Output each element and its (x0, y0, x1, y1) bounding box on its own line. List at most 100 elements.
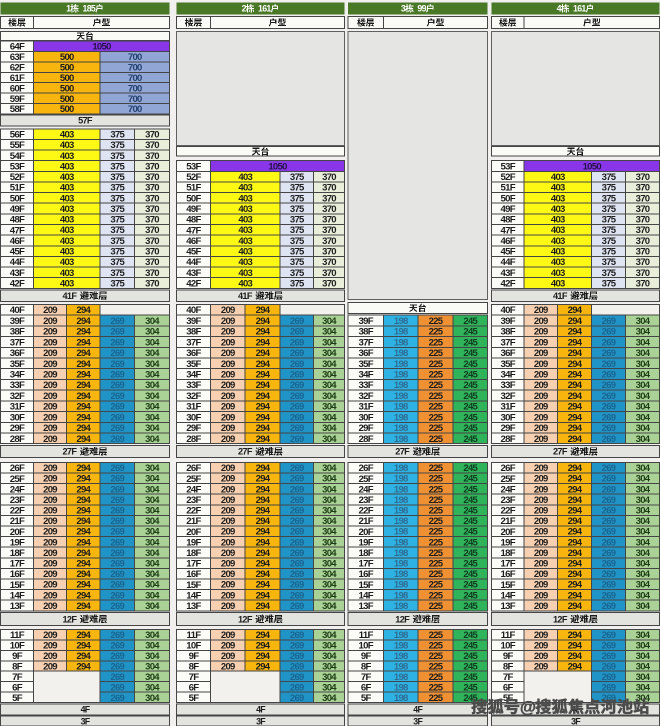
svg-text:269: 269 (602, 337, 616, 348)
svg-text:700: 700 (128, 104, 142, 115)
svg-text:209: 209 (43, 601, 57, 612)
svg-text:41F: 41F (63, 291, 78, 301)
svg-text:198: 198 (394, 590, 408, 601)
svg-text:269: 269 (602, 380, 616, 391)
svg-text:31F: 31F (359, 402, 374, 413)
svg-text:16F: 16F (10, 569, 25, 580)
svg-text:294: 294 (256, 569, 271, 580)
svg-text:209: 209 (221, 369, 235, 380)
svg-text:269: 269 (290, 463, 304, 474)
svg-text:198: 198 (394, 412, 408, 423)
svg-text:294: 294 (256, 641, 271, 652)
svg-text:403: 403 (238, 257, 252, 268)
svg-text:209: 209 (534, 337, 548, 348)
svg-text:304: 304 (145, 672, 160, 683)
svg-text:245: 245 (463, 380, 478, 391)
svg-text:10F: 10F (501, 641, 516, 652)
svg-text:245: 245 (463, 641, 478, 652)
svg-text:245: 245 (463, 434, 478, 445)
svg-text:209: 209 (221, 630, 235, 641)
svg-text:294: 294 (568, 601, 583, 612)
svg-text:209: 209 (43, 402, 57, 413)
svg-text:29F: 29F (359, 423, 374, 434)
svg-text:294: 294 (76, 641, 91, 652)
svg-text:6F: 6F (503, 682, 514, 693)
svg-text:304: 304 (636, 580, 651, 591)
svg-text:294: 294 (76, 402, 91, 413)
svg-text:370: 370 (322, 193, 336, 204)
svg-text:269: 269 (602, 327, 616, 338)
svg-text:54F: 54F (10, 151, 25, 162)
svg-text:500: 500 (60, 94, 74, 105)
svg-text:209: 209 (43, 506, 57, 517)
svg-text:34F: 34F (501, 370, 516, 381)
svg-text:269: 269 (602, 559, 616, 570)
svg-text:209: 209 (221, 391, 235, 402)
svg-text:245: 245 (463, 474, 478, 485)
svg-text:269: 269 (602, 630, 616, 641)
svg-text:209: 209 (43, 474, 57, 485)
svg-text:269: 269 (110, 672, 124, 683)
svg-text:209: 209 (534, 661, 548, 672)
svg-text:304: 304 (636, 402, 651, 413)
svg-text:53F: 53F (186, 161, 201, 172)
svg-text:294: 294 (256, 537, 271, 548)
svg-text:7F: 7F (503, 672, 514, 683)
svg-text:209: 209 (43, 380, 57, 391)
svg-text:304: 304 (636, 641, 651, 652)
svg-text:32F: 32F (10, 391, 25, 402)
svg-text:209: 209 (43, 484, 57, 495)
svg-text:304: 304 (145, 348, 160, 359)
svg-text:19F: 19F (186, 537, 201, 548)
svg-text:304: 304 (322, 590, 337, 601)
svg-text:500: 500 (60, 104, 74, 115)
svg-text:32F: 32F (186, 391, 201, 402)
svg-text:269: 269 (602, 434, 616, 445)
svg-text:209: 209 (221, 651, 235, 662)
svg-text:403: 403 (60, 215, 74, 226)
svg-text:53F: 53F (501, 161, 516, 172)
svg-text:269: 269 (110, 391, 124, 402)
svg-text:38F: 38F (359, 327, 374, 338)
svg-text:209: 209 (43, 391, 57, 402)
svg-text:304: 304 (322, 380, 337, 391)
svg-text:198: 198 (394, 569, 408, 580)
svg-text:294: 294 (256, 402, 271, 413)
svg-text:3F: 3F (81, 716, 91, 726)
svg-text:269: 269 (290, 527, 304, 538)
svg-text:375: 375 (602, 257, 617, 268)
svg-text:11F: 11F (501, 630, 516, 641)
svg-text:32F: 32F (501, 391, 516, 402)
svg-text:161: 161 (258, 4, 271, 14)
svg-text:4F: 4F (81, 705, 91, 715)
svg-text:375: 375 (602, 225, 617, 236)
svg-text:304: 304 (322, 391, 337, 402)
svg-text:209: 209 (43, 569, 57, 580)
svg-text:269: 269 (602, 506, 616, 517)
svg-text:304: 304 (322, 580, 337, 591)
svg-text:18F: 18F (10, 548, 25, 559)
svg-text:9F: 9F (12, 651, 23, 662)
svg-text:198: 198 (394, 527, 408, 538)
svg-text:225: 225 (429, 516, 444, 527)
svg-text:294: 294 (568, 506, 583, 517)
svg-text:34F: 34F (10, 370, 25, 381)
svg-text:29F: 29F (501, 423, 516, 434)
svg-text:294: 294 (256, 316, 271, 327)
svg-text:269: 269 (290, 693, 304, 704)
svg-text:700: 700 (128, 83, 142, 94)
svg-text:209: 209 (221, 506, 235, 517)
svg-text:27F: 27F (395, 447, 410, 457)
svg-text:403: 403 (238, 278, 252, 289)
svg-text:304: 304 (145, 693, 160, 704)
svg-text:198: 198 (394, 380, 408, 391)
svg-text:375: 375 (110, 140, 125, 151)
svg-text:209: 209 (534, 412, 548, 423)
svg-text:269: 269 (110, 601, 124, 612)
svg-text:403: 403 (60, 140, 74, 151)
svg-text:304: 304 (322, 537, 337, 548)
svg-text:294: 294 (256, 305, 271, 316)
svg-text:304: 304 (322, 516, 337, 527)
svg-text:294: 294 (568, 484, 583, 495)
svg-text:304: 304 (636, 682, 651, 693)
